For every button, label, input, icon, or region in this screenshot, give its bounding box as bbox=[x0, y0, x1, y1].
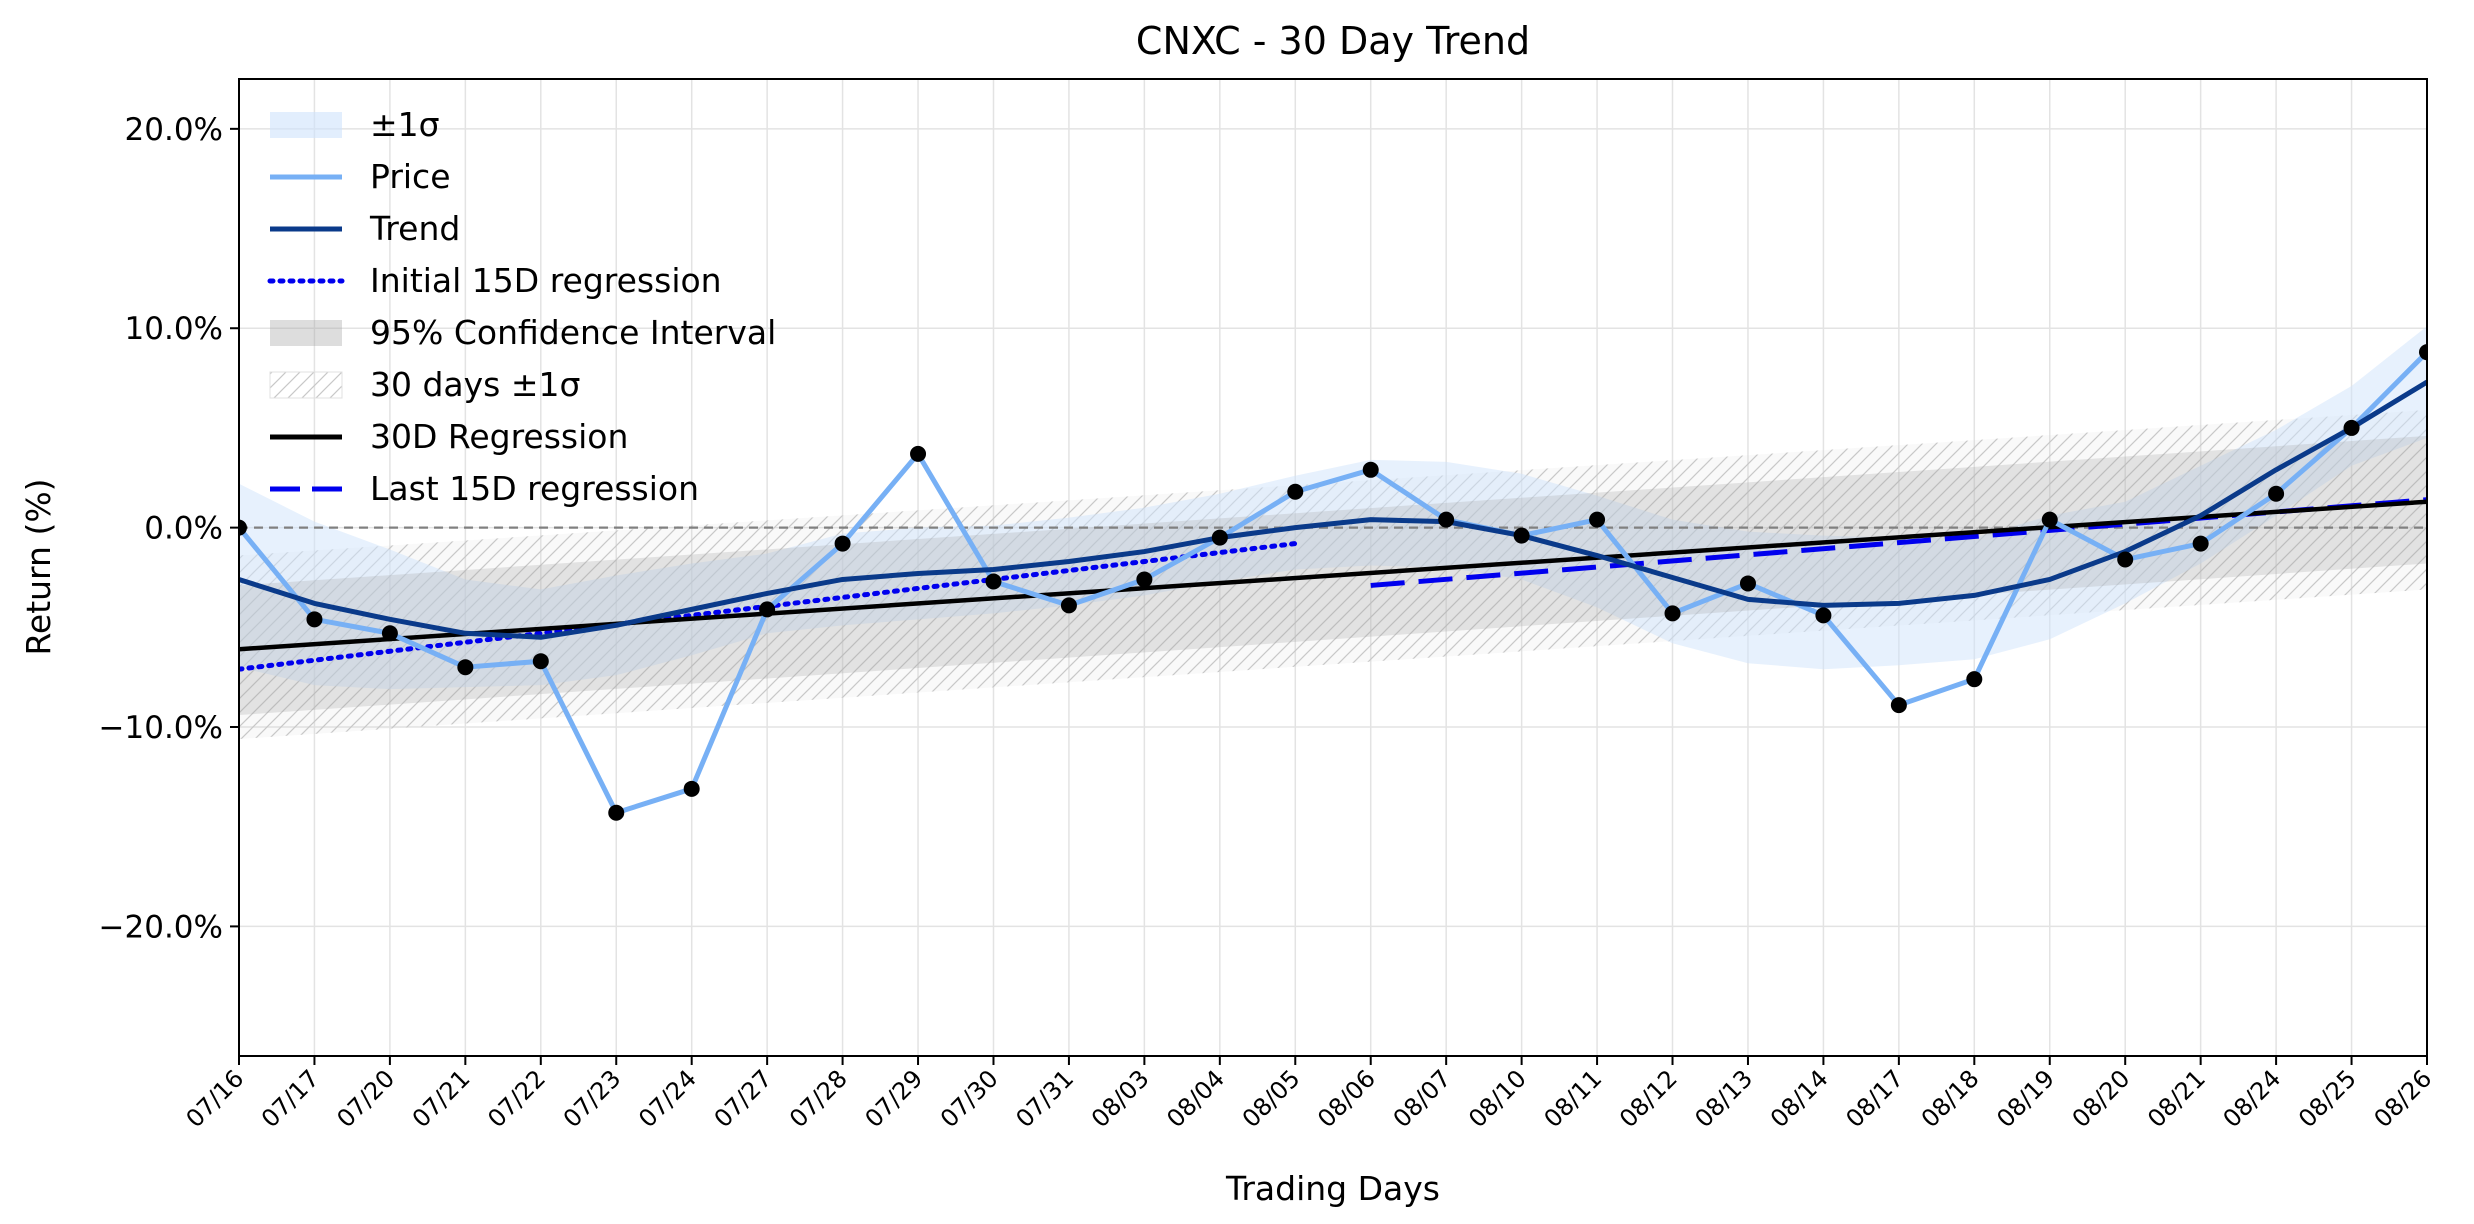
x-tick-label: 07/27 bbox=[709, 1064, 778, 1133]
price-point bbox=[1513, 527, 1530, 544]
price-point bbox=[532, 653, 549, 670]
x-tick-label: 08/11 bbox=[1539, 1064, 1608, 1133]
x-tick-label: 08/07 bbox=[1388, 1064, 1457, 1133]
legend: ±1σ Price Trend Initial 15D regression 95% C… bbox=[267, 105, 776, 508]
x-tick-label: 07/30 bbox=[935, 1064, 1004, 1133]
legend-label: 95% Confidence Interval bbox=[370, 313, 776, 352]
x-tick-label: 08/06 bbox=[1312, 1064, 1381, 1133]
price-point bbox=[608, 804, 625, 821]
x-tick-label: 07/20 bbox=[331, 1064, 400, 1133]
legend-swatch bbox=[270, 320, 342, 346]
price-point bbox=[1890, 697, 1907, 714]
price-point bbox=[985, 573, 1002, 590]
price-point bbox=[1438, 511, 1455, 528]
x-tick-label: 07/29 bbox=[860, 1064, 929, 1133]
price-point bbox=[1362, 461, 1379, 478]
x-tick-label: 07/22 bbox=[482, 1064, 551, 1133]
x-tick-label: 08/19 bbox=[1991, 1064, 2060, 1133]
price-point bbox=[239, 519, 247, 536]
legend-label: 30D Regression bbox=[370, 417, 628, 456]
y-tick-label: −20.0% bbox=[99, 909, 223, 945]
x-tick-label: 08/13 bbox=[1689, 1064, 1758, 1133]
y-tick-label: −10.0% bbox=[99, 710, 223, 746]
price-point bbox=[1287, 483, 1304, 500]
x-tick-label: 07/24 bbox=[633, 1064, 702, 1133]
x-tick-label: 08/05 bbox=[1237, 1064, 1306, 1133]
legend-label: 30 days ±1σ bbox=[370, 365, 580, 404]
x-tick-label: 08/10 bbox=[1463, 1064, 1532, 1133]
x-tick-label: 08/04 bbox=[1161, 1064, 1230, 1133]
price-point bbox=[759, 601, 776, 618]
x-tick-label: 08/14 bbox=[1765, 1064, 1834, 1133]
y-tick-label: 10.0% bbox=[125, 311, 223, 347]
price-point bbox=[910, 445, 927, 462]
x-tick-label: 08/18 bbox=[1916, 1064, 1985, 1133]
price-point bbox=[1739, 575, 1756, 592]
x-tick-label: 07/31 bbox=[1010, 1064, 1079, 1133]
x-tick-label: 07/23 bbox=[558, 1064, 627, 1133]
x-axis-label: Trading Days bbox=[1225, 1169, 1440, 1208]
x-tick-label: 08/21 bbox=[2142, 1064, 2211, 1133]
x-tick-label: 08/24 bbox=[2218, 1064, 2287, 1133]
x-tick-label: 07/21 bbox=[407, 1064, 476, 1133]
x-tick-label: 08/17 bbox=[1840, 1064, 1909, 1133]
trend-line bbox=[239, 379, 2427, 640]
band-1sigma bbox=[239, 326, 2427, 690]
price-line bbox=[239, 350, 2427, 816]
price-point bbox=[1966, 671, 1983, 688]
price-point bbox=[2192, 535, 2209, 552]
price-point bbox=[457, 659, 474, 676]
price-point bbox=[2117, 551, 2134, 568]
price-point bbox=[1060, 597, 1077, 614]
y-tick-label: 20.0% bbox=[125, 112, 223, 148]
plot-frame bbox=[238, 78, 2428, 1057]
price-point bbox=[2419, 344, 2427, 361]
chart-title: CNXC - 30 Day Trend bbox=[1136, 19, 1530, 63]
price-point bbox=[834, 535, 851, 552]
x-tick-label: 08/20 bbox=[2067, 1064, 2136, 1133]
price-point bbox=[1211, 529, 1228, 546]
price-point bbox=[683, 780, 700, 797]
x-tick-label: 08/25 bbox=[2293, 1064, 2362, 1133]
price-point bbox=[1589, 511, 1606, 528]
price-point bbox=[1815, 607, 1832, 624]
legend-swatch bbox=[270, 112, 342, 138]
legend-label: ±1σ bbox=[370, 105, 440, 144]
price-point bbox=[2268, 485, 2285, 502]
x-tick-label: 08/26 bbox=[2369, 1064, 2438, 1133]
x-tick-label: 08/12 bbox=[1614, 1064, 1683, 1133]
legend-label: Trend bbox=[369, 209, 460, 248]
x-tick-label: 07/16 bbox=[181, 1064, 250, 1133]
y-tick-label: 0.0% bbox=[144, 511, 223, 547]
x-tick-label: 07/17 bbox=[256, 1064, 325, 1133]
x-tick-label: 07/28 bbox=[784, 1064, 853, 1133]
price-point bbox=[381, 625, 398, 642]
price-points bbox=[239, 344, 2427, 821]
legend-swatch bbox=[269, 371, 343, 399]
y-axis-label: Return (%) bbox=[19, 478, 58, 655]
price-point bbox=[1664, 605, 1681, 622]
price-point bbox=[2343, 419, 2360, 436]
price-point bbox=[1136, 571, 1153, 588]
legend-label: Initial 15D regression bbox=[370, 261, 722, 300]
price-point bbox=[2041, 511, 2058, 528]
price-point bbox=[306, 611, 323, 628]
legend-label: Last 15D regression bbox=[370, 469, 699, 508]
legend-label: Price bbox=[370, 157, 451, 196]
x-axis-ticks: 07/16 07/17 07/20 07/21 07/22 07/23 07/24 07/27… bbox=[181, 1056, 2438, 1133]
x-tick-label: 08/03 bbox=[1086, 1064, 1155, 1133]
y-axis-ticks: 20.0% 10.0% 0.0% −10.0% −20.0% bbox=[99, 112, 239, 945]
